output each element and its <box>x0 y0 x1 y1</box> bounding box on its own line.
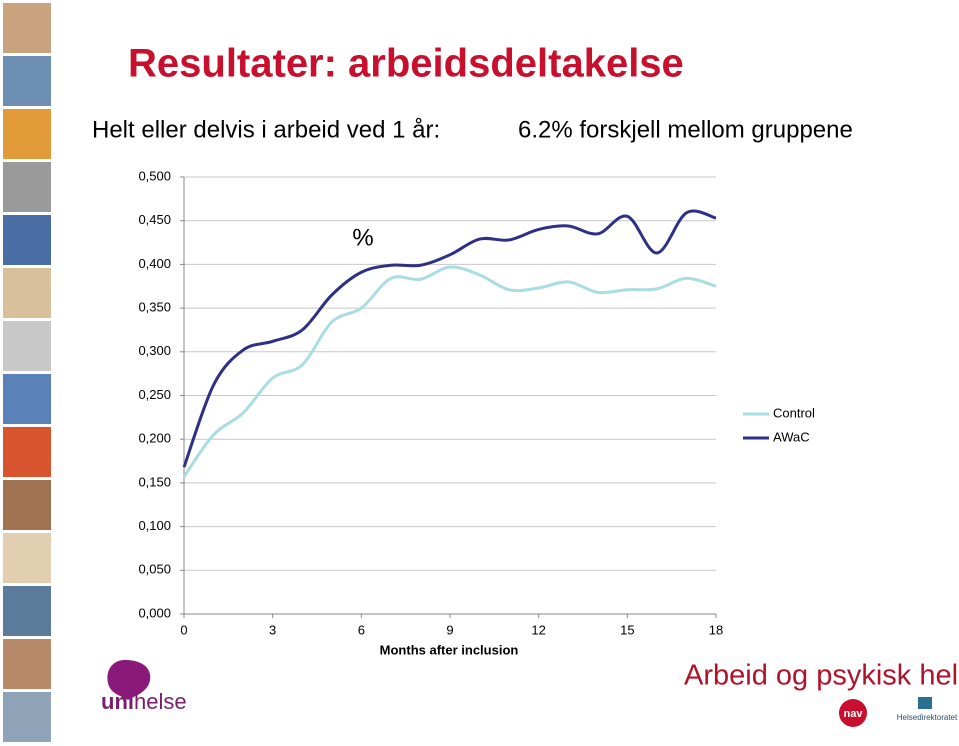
y-tick-label: 0,000 <box>138 605 171 620</box>
photo <box>3 427 51 477</box>
logo-hdir: Helsedirektoratet <box>897 697 958 722</box>
y-tick-label: 0,350 <box>138 300 171 315</box>
chart: % Months after inclusion 0,000 0,050 0,100… <box>138 168 815 657</box>
logo-unihelse: uni helse <box>101 660 187 714</box>
y-axis-label: % <box>352 224 373 251</box>
logo-text: uni <box>101 689 134 714</box>
x-tick-label: 6 <box>358 622 365 637</box>
x-tick-label: 9 <box>446 622 453 637</box>
x-tick-label: 12 <box>531 622 545 637</box>
photo <box>3 321 51 371</box>
logo-text: nav <box>844 708 864 720</box>
legend-label: AWaC <box>773 429 810 444</box>
subtitle: Helt eller delvis i arbeid ved 1 år: <box>92 116 440 143</box>
x-tick-label: 18 <box>709 622 723 637</box>
logo-text: Helsedirektoratet <box>897 713 958 722</box>
logo-text: helse <box>134 689 187 714</box>
y-tick-label: 0,400 <box>138 256 171 271</box>
photo <box>3 533 51 583</box>
y-tick-label: 0,050 <box>138 562 171 577</box>
photo <box>3 215 51 265</box>
y-tick-label: 0,300 <box>138 343 171 358</box>
x-tick-label: 3 <box>269 622 276 637</box>
photo <box>3 480 51 530</box>
logo-nav: nav <box>839 699 867 727</box>
y-tick-label: 0,250 <box>138 387 171 402</box>
photo <box>3 639 51 689</box>
photo <box>3 109 51 159</box>
slide-title: Resultater: arbeidsdeltakelse <box>128 42 684 86</box>
photo <box>3 374 51 424</box>
series-line <box>182 265 717 478</box>
y-tick-label: 0,500 <box>138 168 171 183</box>
subtitle: 6.2% forskjell mellom gruppene <box>518 116 853 143</box>
x-tick-label: 0 <box>180 622 187 637</box>
x-axis-label: Months after inclusion <box>380 642 519 657</box>
photo <box>3 692 51 742</box>
photo-strip <box>3 3 51 742</box>
logo-shape <box>839 699 867 727</box>
y-tick-label: 0,100 <box>138 518 171 533</box>
photo <box>3 3 51 53</box>
photo <box>3 56 51 106</box>
y-tick-label: 0,150 <box>138 474 171 489</box>
photo <box>3 162 51 212</box>
y-tick-label: 0,450 <box>138 212 171 227</box>
photo <box>3 586 51 636</box>
logo-shape <box>107 660 151 700</box>
x-tick-label: 15 <box>620 622 634 637</box>
logo-text: Arbeid og psykisk helse <box>684 660 959 692</box>
legend-label: Control <box>773 405 815 420</box>
logo-shape <box>918 697 932 709</box>
y-tick-label: 0,200 <box>138 431 171 446</box>
series-line <box>182 209 717 468</box>
photo <box>3 268 51 318</box>
